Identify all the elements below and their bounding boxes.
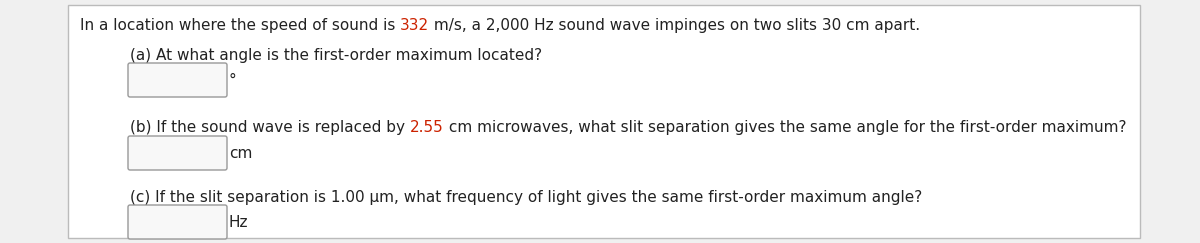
Text: °: ° [229,72,236,87]
FancyBboxPatch shape [128,205,227,239]
Text: cm: cm [229,146,252,160]
Text: m/s, a 2,000 Hz sound wave impinges on two slits 30 cm apart.: m/s, a 2,000 Hz sound wave impinges on t… [430,18,920,33]
Text: 2.55: 2.55 [410,120,444,135]
Text: Hz: Hz [229,215,248,229]
Text: 332: 332 [401,18,430,33]
Text: In a location where the speed of sound is: In a location where the speed of sound i… [80,18,401,33]
FancyBboxPatch shape [128,136,227,170]
Text: (b) If the sound wave is replaced by: (b) If the sound wave is replaced by [130,120,410,135]
Bar [68,5,1140,238]
FancyBboxPatch shape [128,63,227,97]
Text: cm microwaves, what slit separation gives the same angle for the first-order max: cm microwaves, what slit separation give… [444,120,1126,135]
Text: (c) If the slit separation is 1.00 μm, what frequency of light gives the same fi: (c) If the slit separation is 1.00 μm, w… [130,190,923,205]
Text: (a) At what angle is the first-order maximum located?: (a) At what angle is the first-order max… [130,48,542,63]
